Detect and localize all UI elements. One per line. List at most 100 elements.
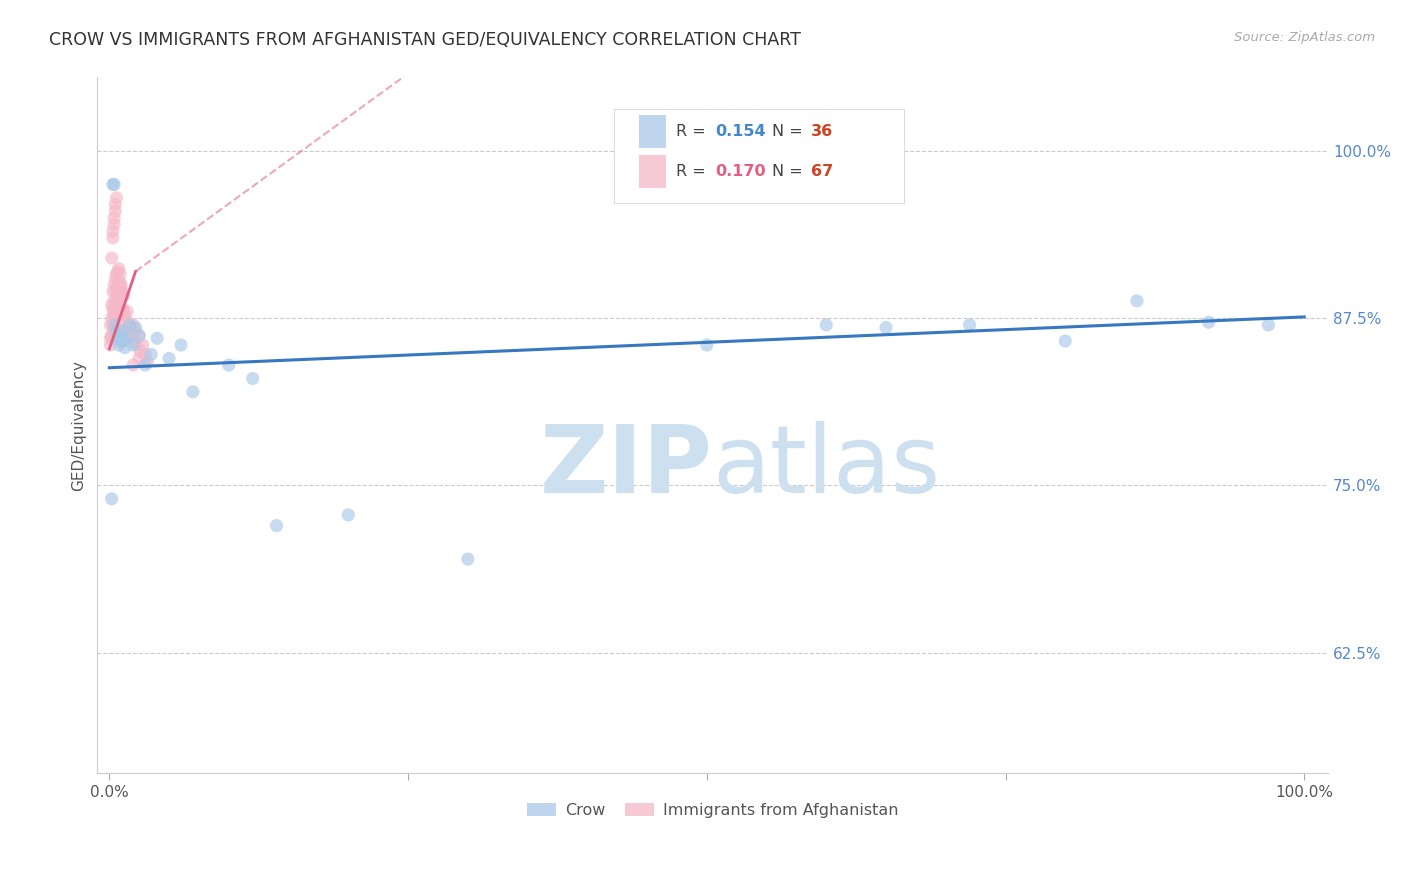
Point bbox=[128, 351, 150, 366]
Point bbox=[132, 338, 155, 352]
FancyBboxPatch shape bbox=[638, 115, 666, 148]
Point bbox=[118, 325, 141, 339]
Point bbox=[959, 318, 981, 332]
Point bbox=[101, 318, 124, 332]
Point bbox=[104, 285, 127, 299]
Point bbox=[103, 311, 125, 326]
Point bbox=[100, 298, 122, 312]
Text: R =: R = bbox=[676, 164, 710, 179]
Point bbox=[103, 218, 125, 232]
Point bbox=[128, 328, 150, 343]
Point bbox=[337, 508, 360, 522]
Point bbox=[111, 301, 134, 316]
Point bbox=[103, 293, 125, 308]
Point bbox=[108, 267, 131, 281]
Point bbox=[108, 328, 131, 343]
Point bbox=[128, 328, 150, 343]
Point bbox=[129, 344, 152, 359]
Point bbox=[103, 178, 125, 192]
Point bbox=[696, 338, 718, 352]
Point bbox=[118, 318, 141, 332]
Point bbox=[124, 334, 146, 348]
FancyBboxPatch shape bbox=[638, 154, 666, 188]
Point bbox=[115, 315, 138, 329]
Point bbox=[101, 231, 124, 245]
Point bbox=[105, 298, 128, 312]
Legend: Crow, Immigrants from Afghanistan: Crow, Immigrants from Afghanistan bbox=[520, 797, 905, 824]
Text: 0.170: 0.170 bbox=[716, 164, 766, 179]
Point bbox=[105, 280, 128, 294]
Text: N =: N = bbox=[772, 124, 807, 139]
Point bbox=[100, 491, 122, 506]
Point bbox=[115, 304, 138, 318]
Point bbox=[146, 331, 169, 345]
Point bbox=[112, 304, 135, 318]
Point bbox=[108, 280, 131, 294]
Point bbox=[107, 331, 129, 345]
Point bbox=[114, 307, 136, 321]
Point bbox=[122, 338, 145, 352]
Point bbox=[104, 271, 127, 285]
Point bbox=[124, 320, 146, 334]
Text: CROW VS IMMIGRANTS FROM AFGHANISTAN GED/EQUIVALENCY CORRELATION CHART: CROW VS IMMIGRANTS FROM AFGHANISTAN GED/… bbox=[49, 31, 801, 49]
Point bbox=[108, 338, 131, 352]
Point bbox=[103, 307, 125, 321]
Point bbox=[101, 224, 124, 238]
Point bbox=[104, 197, 127, 211]
Point bbox=[875, 320, 897, 334]
Y-axis label: GED/Equivalency: GED/Equivalency bbox=[72, 359, 86, 491]
Point bbox=[110, 277, 132, 292]
Point bbox=[181, 384, 204, 399]
Point bbox=[100, 311, 122, 326]
Point bbox=[111, 325, 134, 339]
Point bbox=[101, 301, 124, 316]
Point bbox=[112, 288, 135, 302]
Text: 67: 67 bbox=[811, 164, 834, 179]
Point bbox=[110, 291, 132, 305]
Point bbox=[104, 204, 127, 219]
Point bbox=[108, 285, 131, 299]
Point bbox=[107, 288, 129, 302]
Point bbox=[100, 328, 122, 343]
Text: ZIP: ZIP bbox=[540, 421, 713, 513]
Point bbox=[110, 285, 132, 299]
Point bbox=[108, 261, 131, 276]
Point bbox=[100, 328, 122, 343]
Text: 36: 36 bbox=[811, 124, 834, 139]
Point bbox=[1198, 315, 1220, 329]
Point bbox=[100, 251, 122, 265]
Point bbox=[120, 320, 142, 334]
Point bbox=[115, 320, 138, 334]
Point bbox=[104, 301, 127, 316]
Point bbox=[1257, 318, 1279, 332]
Point bbox=[105, 325, 128, 339]
Point bbox=[170, 338, 193, 352]
Point bbox=[136, 355, 159, 369]
Point bbox=[457, 552, 479, 566]
Point bbox=[107, 264, 129, 278]
Text: R =: R = bbox=[676, 124, 710, 139]
Point bbox=[218, 358, 240, 372]
Point bbox=[103, 277, 125, 292]
Point bbox=[105, 191, 128, 205]
Point bbox=[105, 267, 128, 281]
Point bbox=[110, 307, 132, 321]
Point bbox=[157, 351, 180, 366]
Point bbox=[122, 358, 145, 372]
Point bbox=[1054, 334, 1077, 348]
Point bbox=[104, 301, 127, 316]
Point bbox=[117, 315, 139, 329]
Point bbox=[104, 318, 127, 332]
Point bbox=[107, 280, 129, 294]
Text: atlas: atlas bbox=[713, 421, 941, 513]
Point bbox=[121, 328, 143, 343]
Point bbox=[125, 338, 148, 352]
Point bbox=[122, 318, 145, 332]
Point bbox=[815, 318, 838, 332]
Point bbox=[103, 211, 125, 225]
Point bbox=[108, 275, 131, 289]
Point bbox=[114, 341, 136, 355]
Point bbox=[134, 358, 156, 372]
Point bbox=[100, 338, 122, 352]
Point bbox=[124, 325, 146, 339]
